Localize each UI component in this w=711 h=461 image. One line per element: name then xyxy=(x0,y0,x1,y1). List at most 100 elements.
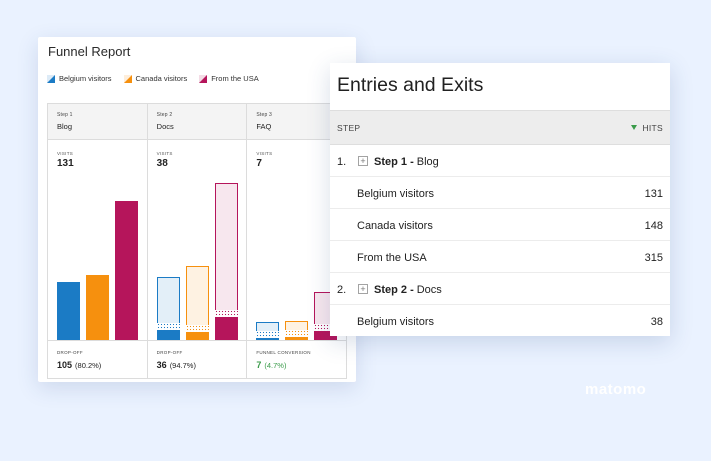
funnel-bar-usa[interactable] xyxy=(214,183,238,340)
visits-value: 38 xyxy=(156,158,168,169)
column-header-step[interactable]: STEP xyxy=(337,123,361,133)
segment-label: Belgium visitors xyxy=(357,188,435,200)
table-row[interactable]: Belgium visitors 131 xyxy=(330,177,670,209)
conversion-count: 7 xyxy=(256,360,262,370)
table-row-step-1[interactable]: 1. + Step 1 - Blog xyxy=(330,145,670,177)
funnel-bar-fill-canada xyxy=(185,332,209,340)
table-row[interactable]: From the USA 315 xyxy=(330,241,670,273)
funnel-bar-belgium[interactable] xyxy=(256,322,280,340)
funnel-bar-usa[interactable] xyxy=(115,201,138,340)
legend-item-belgium[interactable]: Belgium visitors xyxy=(47,74,112,83)
step-name: FAQ xyxy=(256,122,272,131)
funnel-bar-dots-belgium xyxy=(256,331,280,338)
funnel-bar-dots-canada xyxy=(285,330,309,337)
step-header: Step 1 Blog xyxy=(48,104,147,140)
dropoff-percent: (80.2%) xyxy=(75,361,102,370)
funnel-bar-dots-canada xyxy=(185,325,209,332)
funnel-bar-canada[interactable] xyxy=(185,266,209,340)
step-number: Step 1 xyxy=(57,112,73,118)
row-index: 1. xyxy=(337,156,347,168)
matomo-logo: matomo xyxy=(585,381,647,398)
funnel-bar-fill-usa xyxy=(115,201,138,340)
legend-item-usa[interactable]: From the USA xyxy=(199,74,259,83)
legend-swatch-canada xyxy=(123,74,132,83)
funnel-bar-fill-belgium xyxy=(256,338,280,340)
conversion-label: FUNNEL CONVERSION xyxy=(256,350,311,355)
segment-label: Belgium visitors xyxy=(357,316,435,328)
table-row[interactable]: Belgium visitors 38 xyxy=(330,305,670,336)
funnel-bar-canada[interactable] xyxy=(285,321,309,340)
table-header: STEP HITS xyxy=(330,110,670,145)
step-header: Step 3 FAQ xyxy=(247,104,347,140)
funnel-bar-dropoff-usa xyxy=(214,183,238,317)
column-header-hits[interactable]: HITS xyxy=(631,123,663,133)
step-prefix: Step 1 - xyxy=(374,156,414,168)
visits-label: VISITS xyxy=(256,151,273,156)
table-body: 1. + Step 1 - Blog Belgium visitors 131 C… xyxy=(330,145,670,336)
step-name: Docs xyxy=(416,284,442,296)
funnel-report-card: Funnel Report Belgium visitors Canada vi… xyxy=(38,37,356,382)
segment-label: From the USA xyxy=(357,252,427,264)
funnel-bar-fill-usa xyxy=(314,331,338,340)
funnel-bar-belgium[interactable] xyxy=(156,277,180,340)
funnel-bar-fill-belgium xyxy=(156,330,180,340)
funnel-bar-fill-usa xyxy=(214,317,238,340)
step-number: Step 2 xyxy=(156,112,173,118)
funnel-bar-canada[interactable] xyxy=(86,275,109,340)
legend-item-canada[interactable]: Canada visitors xyxy=(123,74,188,83)
hits-value: 131 xyxy=(644,188,663,200)
funnel-bar-dots-belgium xyxy=(156,323,180,330)
legend: Belgium visitors Canada visitors From th… xyxy=(47,74,271,83)
legend-label: Canada visitors xyxy=(135,74,188,83)
dropoff-percent: (94.7%) xyxy=(169,361,196,370)
visits-value: 131 xyxy=(57,158,74,169)
funnel-bar-belgium[interactable] xyxy=(57,282,80,340)
step-name: Blog xyxy=(416,156,439,168)
dropoff-value: 36 (94.7%) xyxy=(157,360,196,370)
funnel-bar-dots-usa xyxy=(214,310,238,317)
dropoff-label: DROP-OFF xyxy=(156,350,183,355)
step-name: Blog xyxy=(57,122,73,131)
legend-swatch-belgium xyxy=(47,74,55,83)
funnel-step-2: Step 2 Docs VISITS 38 DROP-OFF 36 (94.7%) xyxy=(147,104,248,378)
column-header-hits-label: HITS xyxy=(642,123,663,133)
step-bars xyxy=(147,140,247,341)
entries-exits-title: Entries and Exits xyxy=(337,74,484,96)
dropoff-count: 105 xyxy=(57,360,73,370)
funnel-bar-fill-belgium xyxy=(57,282,80,340)
hits-value: 315 xyxy=(644,252,663,264)
legend-swatch-usa xyxy=(199,74,208,83)
conversion-percent: (4.7%) xyxy=(264,361,287,370)
step-header: Step 2 Docs xyxy=(147,104,247,140)
funnel-report-title: Funnel Report xyxy=(48,44,131,59)
visits-value: 7 xyxy=(256,158,262,169)
funnel-bar-fill-canada xyxy=(285,337,309,340)
funnel-bar-dropoff-canada xyxy=(185,266,209,332)
expand-icon[interactable]: + xyxy=(358,156,368,166)
dropoff-value: 105 (80.2%) xyxy=(57,360,101,370)
row-index: 2. xyxy=(337,284,347,296)
expand-icon[interactable]: + xyxy=(358,284,368,294)
table-row-step-2[interactable]: 2. + Step 2 - Docs xyxy=(330,273,670,305)
hits-value: 38 xyxy=(650,316,663,328)
legend-label: Belgium visitors xyxy=(59,74,112,83)
dropoff-label: DROP-OFF xyxy=(57,350,83,355)
conversion-value: 7 (4.7%) xyxy=(256,360,286,370)
funnel-bar-dots-usa xyxy=(314,324,338,331)
step-bars xyxy=(48,140,147,341)
funnel-steps: Step 1 Blog VISITS 131 DROP-OFF 105 (80.2… xyxy=(47,103,348,379)
visits-label: VISITS xyxy=(156,151,173,156)
legend-label: From the USA xyxy=(211,74,259,83)
hits-value: 148 xyxy=(644,220,663,232)
visits-label: VISITS xyxy=(57,151,74,156)
entries-exits-card: Entries and Exits STEP HITS 1. + Step 1 … xyxy=(330,63,670,336)
funnel-bar-fill-canada xyxy=(86,275,109,340)
funnel-step-1: Step 1 Blog VISITS 131 DROP-OFF 105 (80.2… xyxy=(48,104,148,378)
step-number: Step 3 xyxy=(256,112,272,118)
segment-label: Canada visitors xyxy=(357,220,433,232)
step-label: Step 1 - Blog xyxy=(374,156,439,168)
step-prefix: Step 2 - xyxy=(374,284,414,296)
table-row[interactable]: Canada visitors 148 xyxy=(330,209,670,241)
step-name: Docs xyxy=(156,122,174,131)
sort-descending-icon xyxy=(631,125,638,130)
